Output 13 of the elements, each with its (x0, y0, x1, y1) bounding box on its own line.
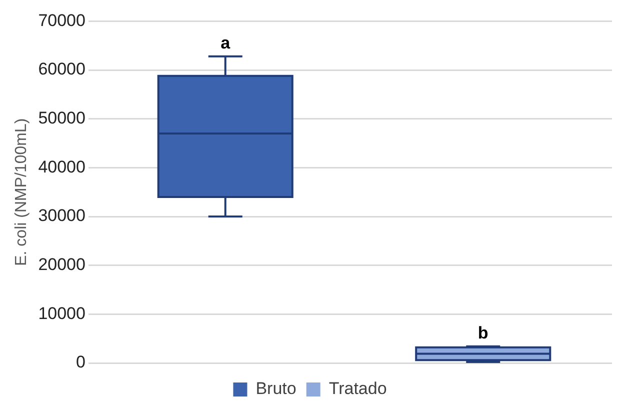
legend-label: Tratado (328, 379, 387, 398)
y-axis-title: E. coli (NMP/100mL) (13, 118, 30, 266)
y-tick-label: 30000 (38, 206, 86, 226)
y-tick-label: 10000 (38, 304, 86, 323)
y-tick-label: 50000 (38, 108, 86, 128)
y-tick-label: 20000 (38, 255, 86, 274)
y-tick-label: 40000 (38, 157, 86, 176)
annotation: a (220, 34, 231, 53)
y-tick-label: 60000 (38, 60, 86, 79)
y-tick-label: 0 (76, 352, 86, 372)
annotation: b (478, 324, 488, 343)
y-tick-label: 70000 (38, 10, 86, 30)
legend-label: Bruto (256, 379, 296, 398)
